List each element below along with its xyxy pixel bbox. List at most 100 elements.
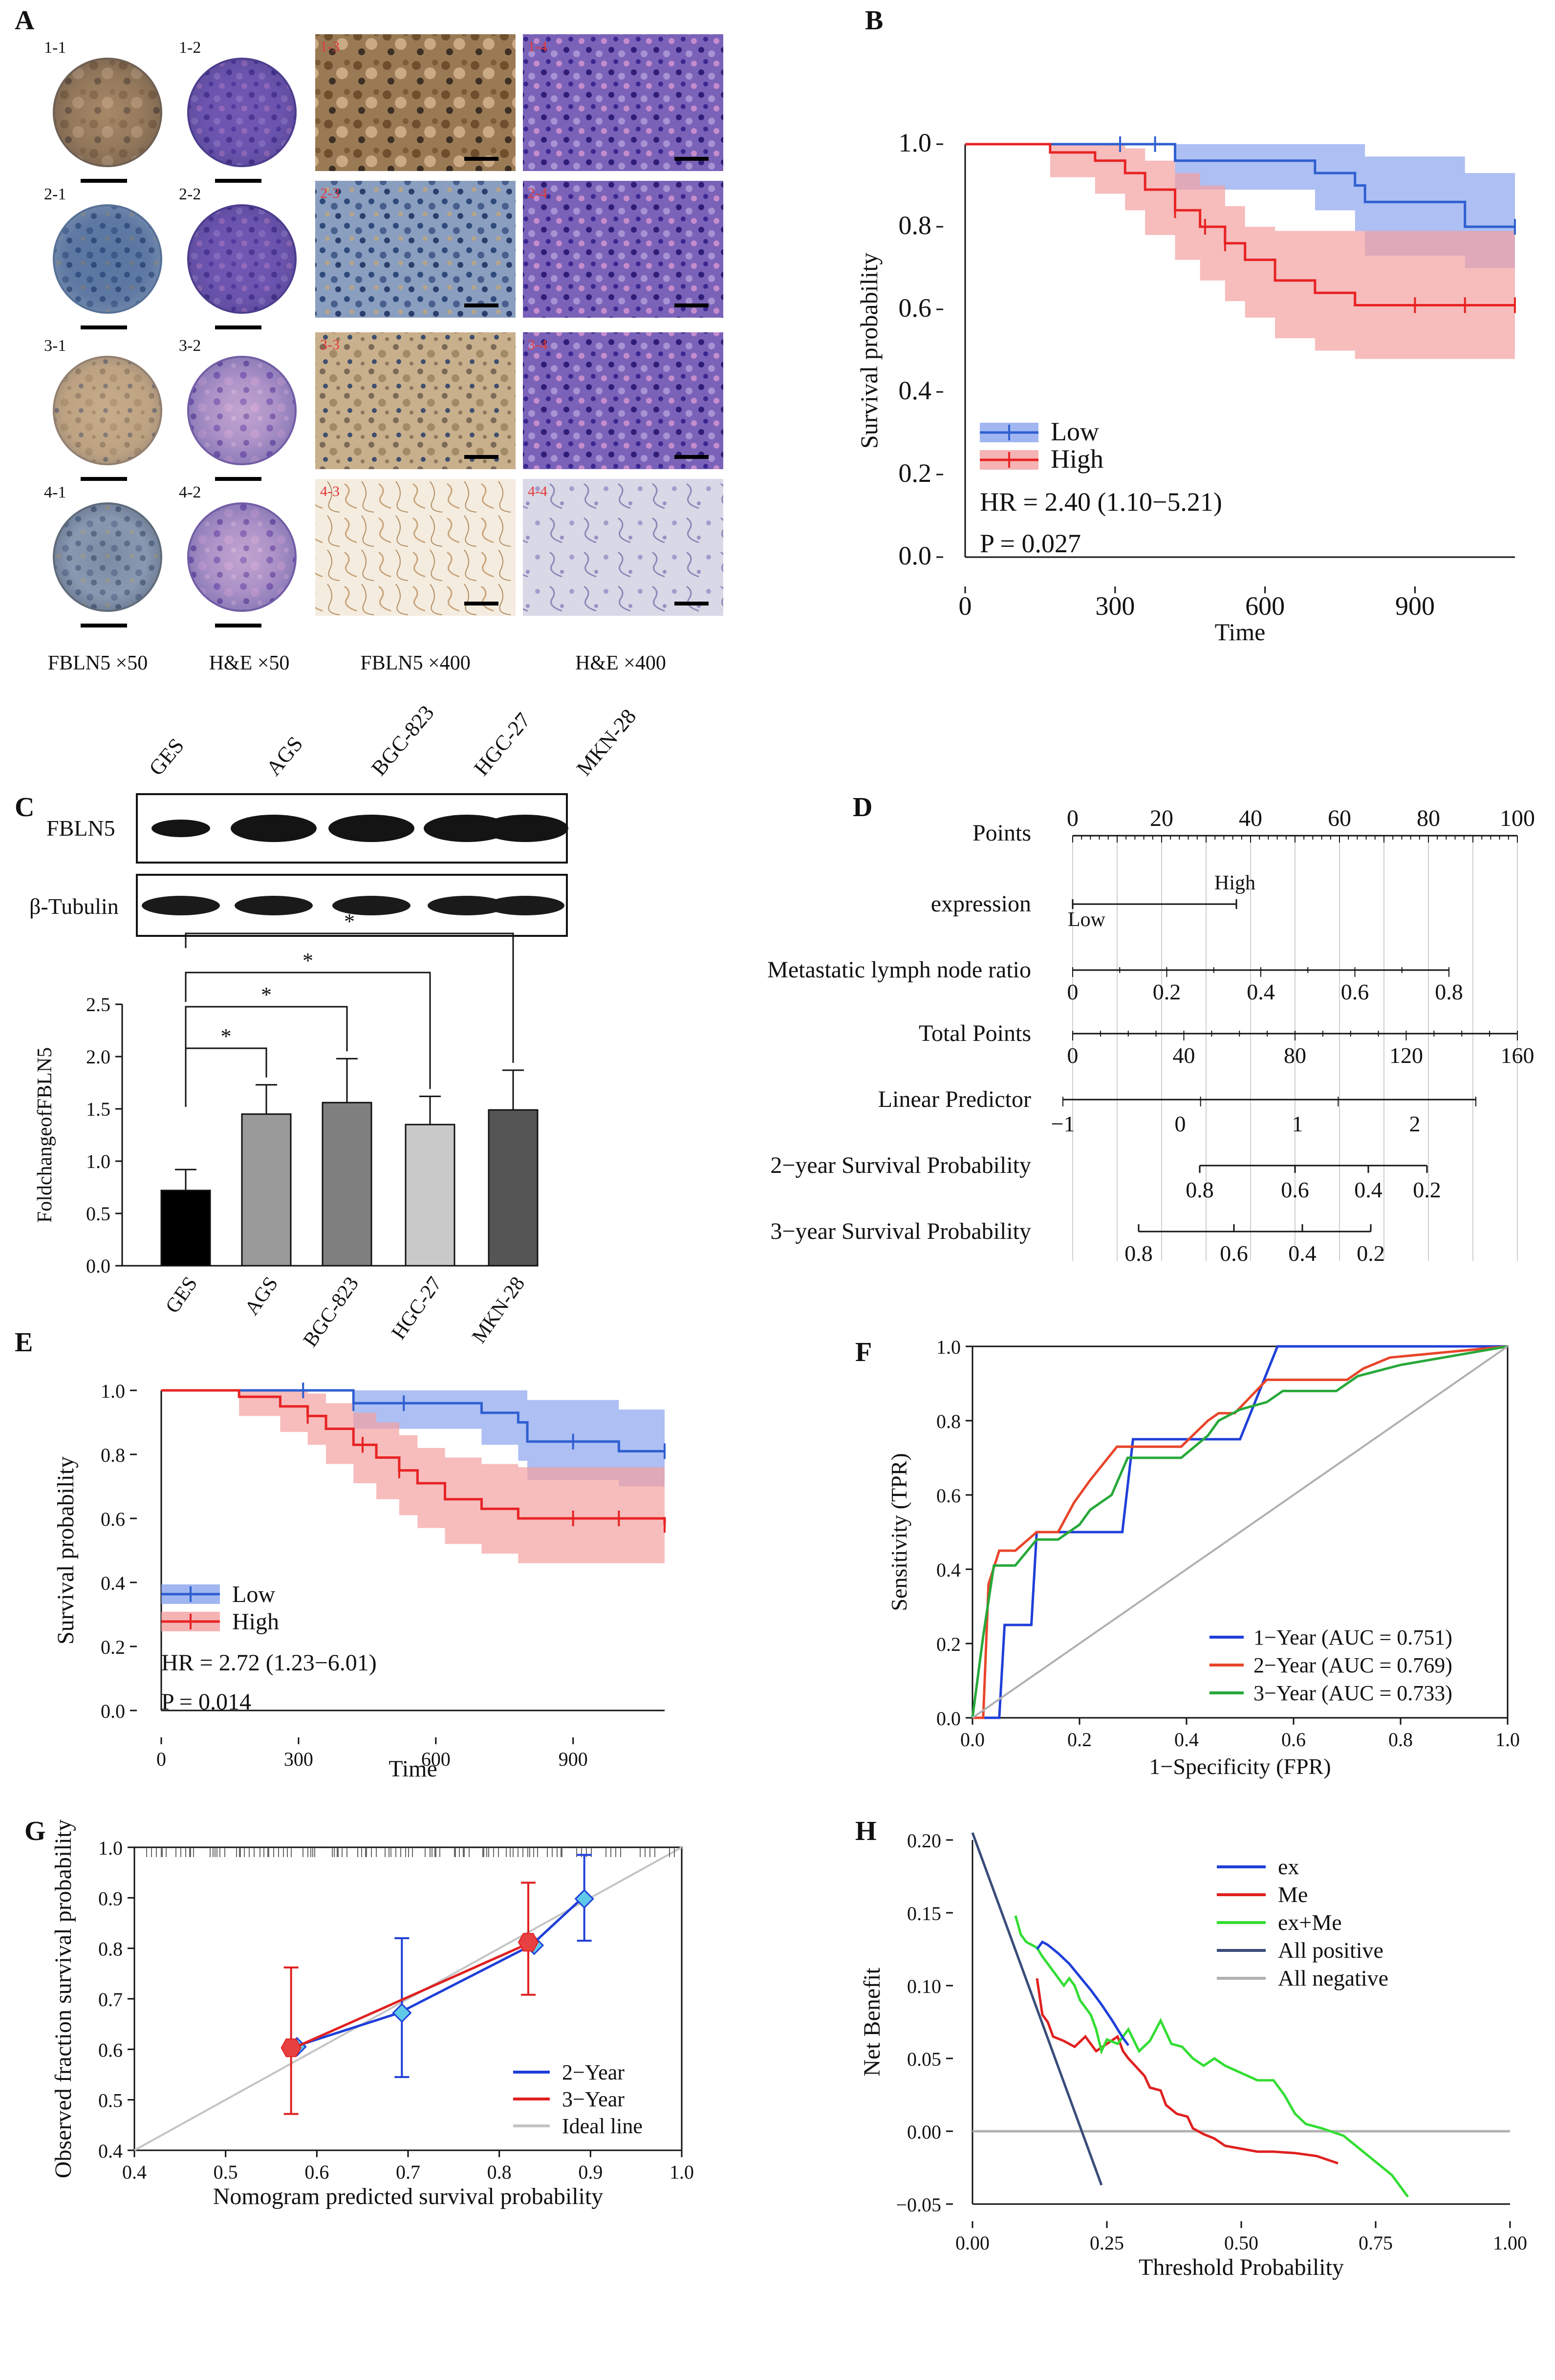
linear-predictor-label: 1 <box>1292 1111 1303 1136</box>
tile-label: 2-4 <box>528 185 547 201</box>
x-tick-label: 0.5 <box>214 2161 238 2183</box>
y-tick-label: 1.0 <box>101 1380 125 1402</box>
panel-h-letter: H <box>855 1816 877 1846</box>
survival-curve-low <box>965 143 1515 228</box>
nomogram-row-label: expression <box>931 891 1031 917</box>
tile-label: 2-1 <box>44 185 66 203</box>
panel-a-letter: A <box>15 5 35 36</box>
tissue-core-texture <box>189 60 295 165</box>
column-caption: H&E ×400 <box>575 652 666 674</box>
blot-band-tubulin <box>428 896 506 915</box>
panel-b-letter: B <box>865 5 883 36</box>
points-tick-label: 0 <box>1067 805 1079 831</box>
tile-label: 1-2 <box>179 39 201 57</box>
x-tick-label: 0.4 <box>122 2161 147 2183</box>
tile-label: 2-2 <box>179 185 201 203</box>
x-axis-title: 1−Specificity (FPR) <box>1149 1754 1331 1779</box>
legend-label: ex+Me <box>1278 1910 1342 1935</box>
tissue-core-texture <box>189 504 295 610</box>
micrograph-400x <box>523 181 723 318</box>
legend-label: 2−Year (AUC = 0.769) <box>1253 1653 1452 1677</box>
x-tick-label: HGC-27 <box>388 1273 447 1343</box>
points-tick-label: 20 <box>1150 805 1173 831</box>
bar-hgc-27 <box>405 1124 455 1267</box>
tissue-core-texture <box>55 504 160 610</box>
y-tick-label: 0.9 <box>98 1887 123 1909</box>
total-points-tick-label: 40 <box>1173 1043 1195 1068</box>
points-tick-label: 80 <box>1417 805 1440 831</box>
blot-band-tubulin <box>332 896 410 915</box>
legend-label: 3−Year <box>562 2087 625 2111</box>
expression-high-label: High <box>1214 872 1255 894</box>
calibration-point <box>518 1933 539 1952</box>
nomogram-row-label: Linear Predictor <box>878 1086 1031 1112</box>
dca-curve-ex-me <box>1014 1915 1409 2198</box>
blot-band-tubulin <box>235 896 313 915</box>
y-tick-label: 0.20 <box>907 1830 941 1852</box>
legend-label: 1−Year (AUC = 0.751) <box>1253 1625 1452 1649</box>
x-tick-label: 0.7 <box>396 2161 420 2183</box>
y-tick-label: 1.0 <box>86 1150 110 1172</box>
panel-d-nomogram: Points expression Metastatic lymph node ra… <box>767 805 1535 1266</box>
plot-frame <box>972 1345 1509 1719</box>
blot-label: β-Tubulin <box>29 894 119 919</box>
x-tick-label: MKN-28 <box>468 1273 529 1347</box>
y-tick-label: 0.6 <box>936 1485 961 1507</box>
micrograph-400x <box>523 479 723 616</box>
x-tick-label: 300 <box>284 1748 313 1770</box>
tissue-core-texture <box>189 206 295 312</box>
significance-bracket <box>185 1006 348 1052</box>
x-tick-label: 0.6 <box>304 2161 329 2183</box>
lane-label: AGS <box>261 732 307 780</box>
x-tick-label: 0.9 <box>578 2161 603 2183</box>
panel-e-km-chart: 0 300 600 900 0.0 0.2 0.4 0.6 0.8 1.0 Time Survival… <box>53 1380 666 1782</box>
nomogram-row-label: Points <box>972 820 1031 846</box>
calibration-line <box>293 1898 583 2048</box>
y-tick-label: 0.0 <box>101 1700 125 1722</box>
x-tick-label: 0.6 <box>1281 1729 1306 1751</box>
micrograph-400x <box>523 332 723 469</box>
lane-label: MKN-28 <box>572 704 641 780</box>
x-axis-title: Threshold Probability <box>1139 2254 1344 2280</box>
column-caption: H&E ×50 <box>209 652 290 674</box>
micrograph-400x <box>315 34 516 171</box>
x-tick-label: BGC-823 <box>299 1273 363 1351</box>
y-tick-label: 0.6 <box>899 293 932 323</box>
linear-predictor-label: −1 <box>1051 1111 1075 1136</box>
y-tick-label: 0.6 <box>98 2039 123 2061</box>
roc-curve <box>972 1345 1508 1719</box>
panel-g-letter: G <box>24 1816 46 1846</box>
x-tick-label: 0.75 <box>1359 2232 1393 2254</box>
column-caption: FBLN5 ×50 <box>48 652 148 674</box>
micrograph-400x <box>315 479 516 616</box>
y-tick-label: −0.05 <box>896 2194 941 2216</box>
panel-g-calibration-chart: 0.4 0.5 0.6 0.7 0.8 0.9 1.0 0.4 0.5 0.6 0.7 0.8 0.9 1… <box>50 1819 694 2209</box>
y-axis-title: Survival probability <box>855 253 883 449</box>
tile-label: 4-2 <box>179 483 201 501</box>
significance-star: * <box>302 949 313 973</box>
tissue-core-texture <box>55 60 160 165</box>
y-tick-label: 0.7 <box>98 1989 123 2011</box>
linear-predictor-label: 0 <box>1175 1111 1186 1136</box>
legend-label: Ideal line <box>562 2114 643 2138</box>
x-tick-label: AGS <box>240 1273 282 1319</box>
x-tick-label: 0.2 <box>1067 1729 1092 1751</box>
blot-band-fbln5 <box>231 815 317 842</box>
y-tick-label: 0.0 <box>86 1255 110 1277</box>
points-tick-label: 60 <box>1328 805 1351 831</box>
tile-label: 4-3 <box>320 483 340 499</box>
nomogram-row-label: Metastatic lymph node ratio <box>767 957 1031 983</box>
y-tick-label: 0.5 <box>86 1203 110 1225</box>
points-tick-label: 40 <box>1239 805 1262 831</box>
bar-mkn-28 <box>488 1109 539 1267</box>
survival-curve-high <box>161 1389 666 1525</box>
y-tick-label: 0.8 <box>98 1938 123 1960</box>
column-caption: FBLN5 ×400 <box>360 652 471 674</box>
tile-label: 3-2 <box>179 337 201 355</box>
dca-curve-ex <box>1036 1940 1130 2046</box>
surv2-tick-label: 0.8 <box>1186 1177 1214 1202</box>
total-points-tick-label: 160 <box>1501 1043 1534 1068</box>
surv3-tick-label: 0.2 <box>1357 1241 1385 1266</box>
y-tick-label: 1.0 <box>899 128 932 157</box>
legend-label: Me <box>1278 1882 1308 1907</box>
